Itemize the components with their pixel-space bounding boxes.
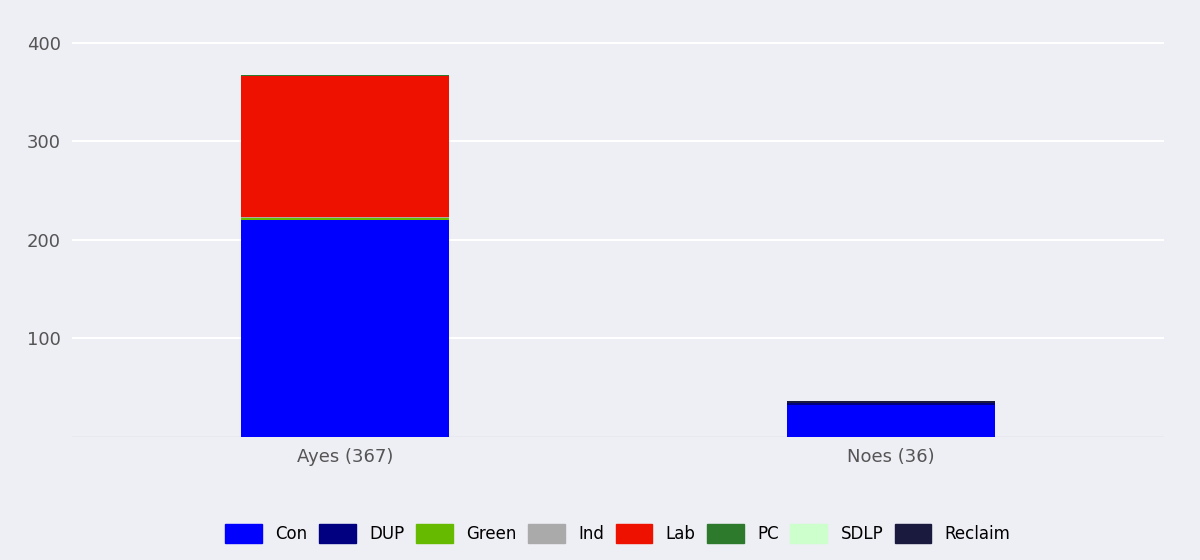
Bar — [241, 76, 449, 217]
Bar — [787, 403, 995, 405]
Bar — [241, 217, 449, 218]
Bar — [787, 405, 995, 437]
Bar — [241, 220, 449, 437]
Legend: Con, DUP, Green, Ind, Lab, PC, SDLP, Reclaim: Con, DUP, Green, Ind, Lab, PC, SDLP, Rec… — [226, 524, 1010, 543]
Bar — [787, 402, 995, 403]
Bar — [241, 75, 449, 76]
Bar — [241, 218, 449, 220]
